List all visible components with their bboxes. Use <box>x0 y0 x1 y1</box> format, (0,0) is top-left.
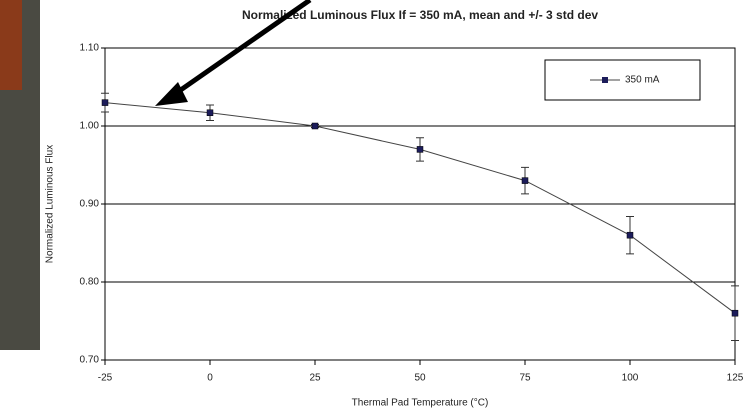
chart-title: Normalized Luminous Flux If = 350 mA, me… <box>242 8 598 22</box>
x-tick-label: -25 <box>98 373 113 384</box>
legend-label: 350 mA <box>625 75 660 86</box>
point <box>521 177 529 184</box>
x-axis-label: Thermal Pad Temperature (°C) <box>352 398 489 409</box>
point <box>626 231 634 239</box>
legend-marker <box>602 77 608 83</box>
x-tick-label: 75 <box>519 373 531 384</box>
arrow-shaft <box>170 0 312 99</box>
x-tick-label: 25 <box>309 373 321 384</box>
x-tick-label: 0 <box>207 373 213 384</box>
y-tick-label: 0.80 <box>80 277 100 288</box>
x-tick-label: 100 <box>622 373 639 384</box>
point <box>206 109 214 116</box>
point <box>101 99 109 106</box>
x-tick-label: 50 <box>414 373 426 384</box>
point <box>416 146 424 153</box>
background-photo-detail <box>0 0 22 90</box>
arrow-head <box>155 82 188 106</box>
y-tick-label: 0.70 <box>80 355 100 366</box>
legend-box <box>544 59 701 101</box>
point <box>311 122 319 130</box>
x-tick-label: 125 <box>727 373 744 384</box>
point <box>731 309 739 317</box>
y-tick-label: 1.10 <box>80 43 100 54</box>
y-axis-label: Normalized Luminous Flux <box>45 145 56 263</box>
y-tick-label: 1.00 <box>80 121 100 132</box>
y-tick-label: 0.90 <box>80 199 100 210</box>
